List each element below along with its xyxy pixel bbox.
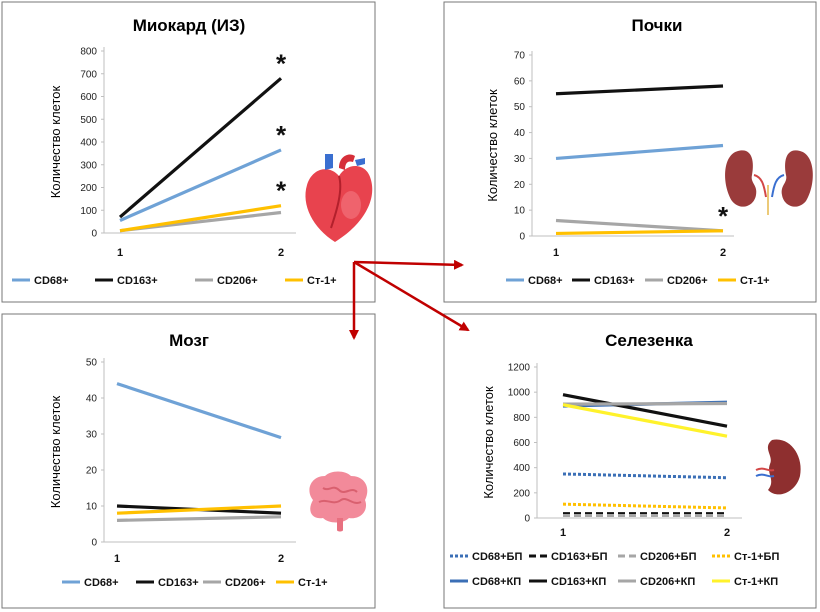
kidneys-icon bbox=[725, 150, 813, 215]
legend-label: CD68+ bbox=[528, 275, 563, 287]
x-tick-label: 2 bbox=[720, 247, 726, 259]
chart-brain: Мозг Количество клеток 0 10 20 30 40 50 1 2 CD68+ C… bbox=[48, 331, 328, 589]
y-tick-label: 100 bbox=[80, 206, 97, 217]
x-tick-label: 2 bbox=[278, 553, 284, 565]
chart-kidneys: Почки Количество клеток 0 10 20 30 40 50 60 70 1 2 *… bbox=[485, 16, 770, 287]
panel-frame-brain bbox=[1, 313, 376, 609]
y-tick-label: 10 bbox=[86, 502, 98, 513]
heart-icon bbox=[305, 154, 373, 242]
panel-frame-myocardium bbox=[1, 1, 376, 303]
significance-marker: * bbox=[276, 48, 287, 78]
legend-label: CD206+ bbox=[225, 577, 266, 589]
significance-marker: * bbox=[276, 176, 287, 206]
legend-label: CD206+ bbox=[217, 275, 258, 287]
y-tick-label: 20 bbox=[514, 180, 526, 191]
y-tick-label: 40 bbox=[86, 394, 98, 405]
significance-marker: * bbox=[718, 201, 729, 231]
x-tick-label: 2 bbox=[724, 527, 730, 539]
y-tick-label: 0 bbox=[91, 229, 97, 240]
y-axis-label-spleen: Количество клеток bbox=[481, 386, 496, 499]
chart-spleen: Селезенка Количество клеток 0 200 400 600 800 1… bbox=[450, 331, 779, 588]
legend-label: CD163+ bbox=[158, 577, 199, 589]
arrow-to-spleen bbox=[353, 260, 470, 332]
y-tick-label: 400 bbox=[80, 138, 97, 149]
y-tick-label: 70 bbox=[514, 51, 526, 62]
legend-label: CD163+БП bbox=[551, 551, 608, 563]
legend-label: Ст-1+БП bbox=[734, 551, 779, 563]
y-axis-label-brain: Количество клеток bbox=[48, 396, 63, 509]
y-tick-label: 500 bbox=[80, 115, 97, 126]
chart-title-spleen: Селезенка bbox=[605, 331, 693, 350]
y-tick-label: 30 bbox=[86, 430, 98, 441]
y-tick-label: 50 bbox=[86, 358, 98, 369]
y-tick-label: 300 bbox=[80, 160, 97, 171]
y-tick-label: 60 bbox=[514, 76, 526, 87]
y-axis-label-myocardium: Количество клеток bbox=[48, 86, 63, 199]
series-line-ct-1-plus bbox=[562, 502, 728, 510]
series-line-cd206-plus bbox=[555, 218, 724, 233]
x-tick-label: 1 bbox=[553, 247, 559, 259]
series-line-ct-1-plus bbox=[562, 403, 728, 438]
y-tick-label: 0 bbox=[91, 538, 97, 549]
x-tick-label: 1 bbox=[117, 247, 123, 259]
legend-label: CD68+ bbox=[84, 577, 119, 589]
legend-label: CD163+КП bbox=[551, 576, 606, 588]
series-line-cd206-plus bbox=[116, 515, 282, 522]
legend-label: CD206+ bbox=[667, 275, 708, 287]
series-line-cd163-plus bbox=[118, 77, 283, 219]
y-tick-label: 30 bbox=[514, 154, 526, 165]
y-tick-label: 50 bbox=[514, 102, 526, 113]
y-axis-label-kidneys: Количество клеток bbox=[485, 89, 500, 202]
x-tick-label: 2 bbox=[278, 247, 284, 259]
y-tick-label: 800 bbox=[513, 413, 530, 424]
y-tick-label: 200 bbox=[513, 488, 530, 499]
chart-myocardium: Миокард (ИЗ) Количество клеток 0 100 200 300 4… bbox=[12, 16, 337, 287]
series-line-cd68-plus bbox=[119, 148, 282, 222]
series-line-cd163-plus bbox=[555, 84, 724, 96]
y-tick-label: 600 bbox=[513, 438, 530, 449]
y-tick-label: 400 bbox=[513, 463, 530, 474]
y-tick-label: 800 bbox=[80, 47, 97, 58]
legend-label: CD163+ bbox=[117, 275, 158, 287]
legend-label: CD163+ bbox=[594, 275, 635, 287]
chart-title-myocardium: Миокард (ИЗ) bbox=[133, 16, 246, 35]
series-line-ct-1-plus bbox=[116, 504, 282, 515]
y-tick-label: 0 bbox=[524, 514, 530, 525]
legend-label: Ст-1+ bbox=[298, 577, 328, 589]
series-line-cd68-plus bbox=[562, 472, 728, 480]
legend-label: Ст-1+ bbox=[740, 275, 770, 287]
y-tick-label: 200 bbox=[80, 183, 97, 194]
y-tick-label: 700 bbox=[80, 69, 97, 80]
x-tick-label: 1 bbox=[560, 527, 566, 539]
y-tick-label: 1200 bbox=[508, 363, 531, 374]
series-line-cd68-plus bbox=[555, 143, 724, 161]
legend-label: CD68+ bbox=[34, 275, 69, 287]
y-tick-label: 0 bbox=[519, 232, 525, 243]
legend-label: Ст-1+ bbox=[307, 275, 337, 287]
significance-marker: * bbox=[276, 120, 287, 150]
legend-label: CD206+КП bbox=[640, 576, 695, 588]
y-tick-label: 20 bbox=[86, 466, 98, 477]
brain-icon bbox=[309, 471, 368, 532]
legend-label: Ст-1+КП bbox=[734, 576, 778, 588]
spleen-icon bbox=[755, 439, 801, 495]
panel-frame-spleen bbox=[443, 313, 817, 609]
y-tick-label: 10 bbox=[514, 206, 526, 217]
chart-title-brain: Мозг bbox=[169, 331, 209, 350]
y-tick-label: 1000 bbox=[508, 388, 531, 399]
chart-title-kidneys: Почки bbox=[631, 16, 682, 35]
legend-label: CD68+БП bbox=[472, 551, 522, 563]
arrow-to-kidneys bbox=[353, 259, 464, 270]
x-tick-label: 1 bbox=[114, 553, 120, 565]
y-tick-label: 40 bbox=[514, 128, 526, 139]
legend-label: CD68+КП bbox=[472, 576, 521, 588]
series-line-cd206-plus bbox=[562, 401, 728, 406]
series-line-cd68-plus bbox=[116, 382, 282, 440]
series-line-ct-1-plus bbox=[555, 229, 724, 236]
series-line-cd163-plus bbox=[562, 393, 728, 428]
y-tick-label: 600 bbox=[80, 92, 97, 103]
series-line-ct-1-plus bbox=[119, 204, 282, 233]
legend-label: CD206+БП bbox=[640, 551, 697, 563]
